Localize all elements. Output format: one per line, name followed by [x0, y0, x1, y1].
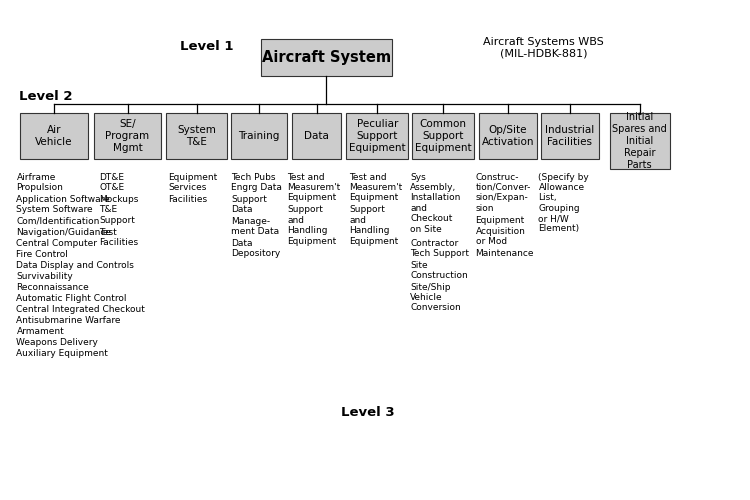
Text: Data: Data: [304, 131, 329, 141]
Text: Survivability: Survivability: [16, 272, 74, 280]
FancyBboxPatch shape: [610, 113, 670, 169]
Text: Op/Site
Activation: Op/Site Activation: [482, 125, 534, 147]
Text: Reconnaissance: Reconnaissance: [16, 282, 89, 292]
Text: Com/Identification: Com/Identification: [16, 216, 100, 226]
Text: Maintenance: Maintenance: [476, 250, 534, 258]
Text: Level 3: Level 3: [341, 406, 394, 419]
Text: SE/
Program
Mgmt: SE/ Program Mgmt: [106, 119, 149, 153]
Text: Aircraft Systems WBS
(MIL-HDBK-881): Aircraft Systems WBS (MIL-HDBK-881): [483, 36, 604, 59]
Text: Test and
Measurem't
Equipment: Test and Measurem't Equipment: [350, 172, 403, 203]
FancyBboxPatch shape: [413, 113, 474, 159]
Text: Data Display and Controls: Data Display and Controls: [16, 260, 134, 270]
Text: Application Software: Application Software: [16, 194, 110, 203]
FancyBboxPatch shape: [292, 113, 340, 159]
Text: Mockups: Mockups: [99, 194, 138, 203]
FancyBboxPatch shape: [231, 113, 286, 159]
FancyBboxPatch shape: [166, 113, 227, 159]
Text: Tech Pubs: Tech Pubs: [231, 172, 275, 182]
FancyBboxPatch shape: [541, 113, 599, 159]
Text: Antisubmarine Warfare: Antisubmarine Warfare: [16, 316, 121, 324]
Text: T&E
Support: T&E Support: [99, 206, 135, 225]
Text: Air
Vehicle: Air Vehicle: [35, 125, 73, 147]
Text: System
T&E: System T&E: [177, 125, 216, 147]
Text: Central Computer: Central Computer: [16, 238, 98, 248]
Text: Engrg Data: Engrg Data: [231, 184, 282, 192]
FancyBboxPatch shape: [94, 113, 161, 159]
Text: Services: Services: [168, 184, 206, 192]
Text: Initial
Spares and
Initial
Repair
Parts: Initial Spares and Initial Repair Parts: [612, 112, 668, 170]
Text: Central Integrated Checkout: Central Integrated Checkout: [16, 304, 146, 314]
Text: Common
Support
Equipment: Common Support Equipment: [415, 119, 472, 153]
Text: Level 2: Level 2: [19, 90, 72, 102]
Text: Industrial
Facilities: Industrial Facilities: [545, 125, 595, 147]
Text: Contractor
Tech Support: Contractor Tech Support: [410, 238, 470, 258]
FancyBboxPatch shape: [261, 39, 392, 76]
Text: Aircraft System: Aircraft System: [262, 50, 391, 65]
Text: Data
Depository: Data Depository: [231, 238, 280, 258]
Text: System Software: System Software: [16, 206, 93, 214]
Text: Support
Data: Support Data: [231, 194, 267, 214]
Text: Site/Ship
Vehicle
Conversion: Site/Ship Vehicle Conversion: [410, 282, 461, 312]
Text: DT&E: DT&E: [99, 172, 124, 182]
Text: Manage-
ment Data: Manage- ment Data: [231, 216, 279, 236]
Text: Test
Facilities: Test Facilities: [99, 228, 138, 247]
Text: Level 1: Level 1: [180, 40, 233, 53]
Text: Peculiar
Support
Equipment: Peculiar Support Equipment: [349, 119, 406, 153]
Text: Training: Training: [238, 131, 280, 141]
Text: Auxiliary Equipment: Auxiliary Equipment: [16, 348, 108, 358]
Text: Test and
Measurem't
Equipment: Test and Measurem't Equipment: [287, 172, 340, 203]
Text: Site
Construction: Site Construction: [410, 260, 468, 280]
Text: Fire Control: Fire Control: [16, 250, 68, 258]
Text: (Specify by
Allowance
List,
Grouping
or H/W
Element): (Specify by Allowance List, Grouping or …: [538, 172, 590, 234]
FancyBboxPatch shape: [20, 113, 88, 159]
Text: Weapons Delivery: Weapons Delivery: [16, 338, 98, 346]
Text: Equipment
Acquisition
or Mod: Equipment Acquisition or Mod: [476, 216, 525, 246]
Text: Support
and
Handling
Equipment: Support and Handling Equipment: [287, 206, 337, 246]
Text: Support
and
Handling
Equipment: Support and Handling Equipment: [350, 206, 399, 246]
Text: Armament: Armament: [16, 326, 64, 336]
Text: Propulsion: Propulsion: [16, 184, 63, 192]
FancyBboxPatch shape: [346, 113, 408, 159]
Text: Construc-
tion/Conver-
sion/Expan-
sion: Construc- tion/Conver- sion/Expan- sion: [476, 172, 531, 212]
FancyBboxPatch shape: [478, 113, 537, 159]
Text: Facilities: Facilities: [168, 194, 207, 203]
Text: Sys
Assembly,
Installation
and
Checkout
on Site: Sys Assembly, Installation and Checkout …: [410, 172, 460, 234]
Text: Equipment: Equipment: [168, 172, 217, 182]
Text: Airframe: Airframe: [16, 172, 56, 182]
Text: Navigation/Guidance: Navigation/Guidance: [16, 228, 112, 236]
Text: OT&E: OT&E: [99, 184, 124, 192]
Text: Automatic Flight Control: Automatic Flight Control: [16, 294, 127, 302]
